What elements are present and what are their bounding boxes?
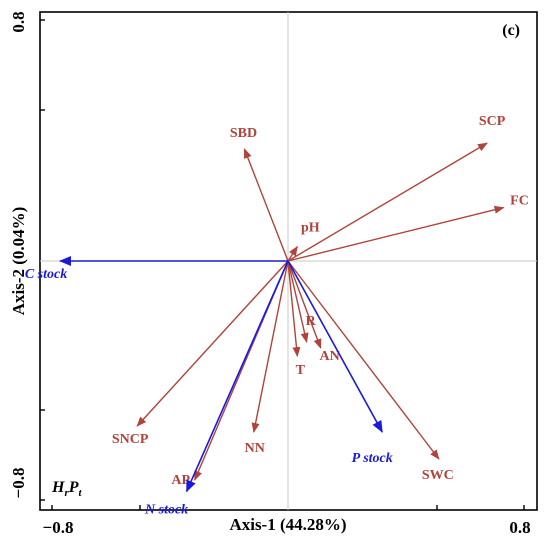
treatment-mid: P <box>68 479 79 496</box>
vector-arrow-n-stock <box>185 260 289 493</box>
treatment-label: HrPt <box>51 479 83 499</box>
vector-arrow-sbd <box>243 148 289 262</box>
treatment-main: H <box>51 479 65 496</box>
vector-arrow-sncp <box>136 260 289 427</box>
vector-label-ap: AP <box>171 473 190 488</box>
x-axis-title: Axis-1 (44.28%) <box>229 515 346 534</box>
y-tick-label-max: 0.8 <box>9 11 28 32</box>
x-axis-ticks <box>51 505 525 510</box>
vector-arrow-scp <box>287 142 488 262</box>
vector-arrow-nn <box>251 260 289 433</box>
vector-label-fc: FC <box>510 194 529 209</box>
vector-label-swc: SWC <box>422 468 454 483</box>
vector-label-ph: pH <box>301 221 320 236</box>
vector-arrow-fc <box>287 205 505 262</box>
vector-label-scp: SCP <box>479 114 506 129</box>
vector-label-t: T <box>296 363 306 378</box>
vector-label-c-stock: C stock <box>25 267 67 282</box>
treatment-sub1: r <box>64 487 69 499</box>
x-tick-label-max: 0.8 <box>509 518 530 537</box>
vector-label-sncp: SNCP <box>112 432 149 447</box>
vector-label-n-stock: N stock <box>144 502 188 517</box>
x-tick-label-min: −0.8 <box>43 518 74 537</box>
y-axis-title: Axis-2 (0.04%) <box>9 207 28 316</box>
vector-arrow-ph <box>287 245 298 262</box>
vector-arrow-swc <box>287 260 440 460</box>
y-axis-ticks <box>40 19 45 501</box>
vector-label-p-stock: P stock <box>352 451 393 466</box>
vector-label-nn: NN <box>245 441 265 456</box>
vector-arrow-p-stock <box>287 260 383 433</box>
panel-label: (c) <box>502 22 520 39</box>
vector-label-an: AN <box>320 349 340 364</box>
vector-arrow-r <box>287 260 309 343</box>
y-tick-label-min: −0.8 <box>9 468 28 499</box>
vector-label-sbd: SBD <box>230 126 257 141</box>
treatment-sub2: t <box>79 487 83 499</box>
vector-arrow-t <box>287 260 301 358</box>
vector-arrow-an <box>287 260 322 349</box>
